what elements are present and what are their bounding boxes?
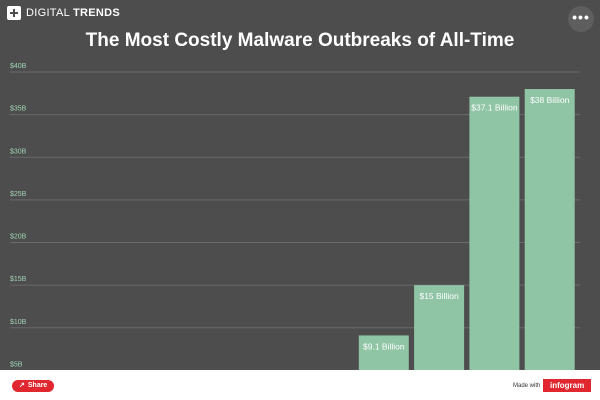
y-tick-label: $5B	[10, 361, 23, 368]
share-icon: ↗	[19, 382, 25, 389]
footer: ↗ Share Made with infogram	[0, 370, 600, 400]
infogram-logo[interactable]: infogram	[543, 379, 592, 392]
made-with-text: Made with	[513, 383, 541, 389]
brand-prefix: DIGITAL	[26, 7, 70, 19]
bar[interactable]	[524, 89, 575, 400]
y-tick-label: $10B	[10, 319, 27, 326]
y-tick-label: $35B	[10, 106, 27, 113]
bar[interactable]	[469, 96, 520, 400]
y-tick-label: $20B	[10, 234, 27, 241]
digital-trends-logo-icon	[7, 6, 21, 20]
bar-value-label: $37.1 Billion	[471, 103, 518, 113]
chart-title: The Most Costly Malware Outbreaks of All…	[85, 30, 515, 51]
y-tick-label: $25B	[10, 191, 27, 198]
y-tick-label: $30B	[10, 148, 27, 155]
bar-value-label: $9.1 Billion	[363, 341, 405, 351]
header: DIGITAL TRENDS •••	[0, 0, 600, 32]
bar-value-label: $15 Billion	[419, 291, 458, 301]
y-tick-label: $15B	[10, 276, 27, 283]
share-label: Share	[27, 382, 48, 389]
share-button[interactable]: ↗ Share	[12, 380, 55, 392]
brand-suffix: TRENDS	[73, 7, 121, 19]
brand-name: DIGITAL TRENDS	[26, 7, 120, 19]
y-tick-label: $40B	[10, 63, 27, 70]
more-options-button[interactable]: •••	[568, 6, 594, 32]
bar-value-label: $38 Billion	[530, 95, 569, 105]
